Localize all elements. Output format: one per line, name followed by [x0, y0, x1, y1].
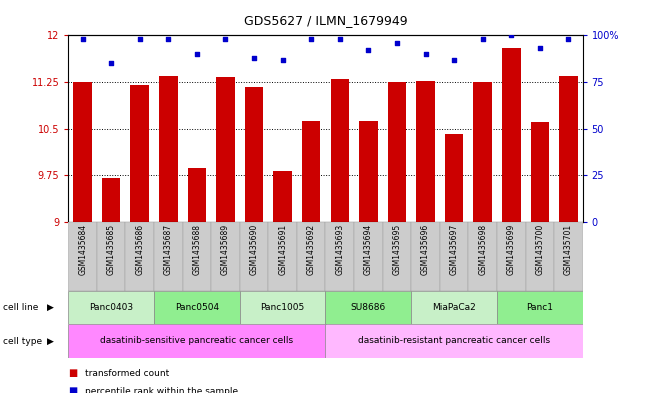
Bar: [331, 79, 349, 222]
Bar: [102, 178, 120, 222]
Text: GSM1435694: GSM1435694: [364, 224, 373, 275]
Text: GSM1435701: GSM1435701: [564, 224, 573, 275]
Point: [392, 40, 402, 46]
Bar: [245, 87, 264, 222]
Text: ▶: ▶: [47, 337, 54, 345]
Bar: [268, 222, 297, 291]
Text: GSM1435689: GSM1435689: [221, 224, 230, 275]
Text: GSM1435696: GSM1435696: [421, 224, 430, 275]
Text: cell line: cell line: [3, 303, 38, 312]
Bar: [273, 171, 292, 222]
Text: GSM1435687: GSM1435687: [164, 224, 173, 275]
Point: [135, 36, 145, 42]
Bar: [126, 222, 154, 291]
Point: [306, 36, 316, 42]
Text: GSM1435685: GSM1435685: [107, 224, 116, 275]
Point: [163, 36, 174, 42]
Bar: [326, 324, 583, 358]
Point: [363, 47, 374, 53]
Bar: [97, 222, 126, 291]
Text: GSM1435686: GSM1435686: [135, 224, 145, 275]
Bar: [326, 291, 411, 324]
Text: GDS5627 / ILMN_1679949: GDS5627 / ILMN_1679949: [243, 14, 408, 27]
Text: ■: ■: [68, 368, 77, 378]
Bar: [411, 291, 497, 324]
Bar: [154, 291, 240, 324]
Text: cell type: cell type: [3, 337, 42, 345]
Bar: [559, 76, 577, 222]
Point: [191, 51, 202, 57]
Bar: [445, 134, 464, 222]
Bar: [411, 222, 440, 291]
Bar: [216, 77, 235, 222]
Bar: [531, 123, 549, 222]
Text: GSM1435693: GSM1435693: [335, 224, 344, 275]
Point: [220, 36, 230, 42]
Bar: [240, 222, 268, 291]
Text: ■: ■: [68, 386, 77, 393]
Bar: [383, 222, 411, 291]
Bar: [130, 85, 149, 222]
Text: transformed count: transformed count: [85, 369, 169, 378]
Bar: [440, 222, 468, 291]
Bar: [74, 82, 92, 222]
Point: [534, 45, 545, 51]
Text: Panc1: Panc1: [526, 303, 553, 312]
Text: ▶: ▶: [47, 303, 54, 312]
Text: dasatinib-resistant pancreatic cancer cells: dasatinib-resistant pancreatic cancer ce…: [358, 336, 550, 345]
Text: GSM1435698: GSM1435698: [478, 224, 487, 275]
Bar: [473, 82, 492, 222]
Text: GSM1435695: GSM1435695: [393, 224, 402, 275]
Text: GSM1435692: GSM1435692: [307, 224, 316, 275]
Bar: [387, 82, 406, 222]
Bar: [359, 121, 378, 222]
Text: SU8686: SU8686: [351, 303, 386, 312]
Point: [335, 36, 345, 42]
Bar: [497, 222, 525, 291]
Text: GSM1435691: GSM1435691: [278, 224, 287, 275]
Text: GSM1435699: GSM1435699: [506, 224, 516, 275]
Text: MiaPaCa2: MiaPaCa2: [432, 303, 476, 312]
Text: percentile rank within the sample: percentile rank within the sample: [85, 387, 238, 393]
Text: Panc0403: Panc0403: [89, 303, 133, 312]
Point: [421, 51, 431, 57]
Bar: [497, 291, 583, 324]
Bar: [159, 76, 178, 222]
Bar: [354, 222, 383, 291]
Point: [106, 60, 117, 66]
Bar: [302, 121, 320, 222]
Bar: [525, 222, 554, 291]
Bar: [416, 81, 435, 222]
Bar: [211, 222, 240, 291]
Point: [277, 57, 288, 63]
Bar: [68, 324, 326, 358]
Point: [449, 57, 459, 63]
Bar: [297, 222, 326, 291]
Bar: [68, 222, 97, 291]
Bar: [554, 222, 583, 291]
Text: GSM1435688: GSM1435688: [193, 224, 201, 275]
Point: [77, 36, 88, 42]
Bar: [187, 168, 206, 222]
Bar: [326, 222, 354, 291]
Bar: [502, 48, 521, 222]
Text: Panc0504: Panc0504: [175, 303, 219, 312]
Bar: [68, 291, 154, 324]
Bar: [154, 222, 183, 291]
Point: [477, 36, 488, 42]
Text: Panc1005: Panc1005: [260, 303, 305, 312]
Text: dasatinib-sensitive pancreatic cancer cells: dasatinib-sensitive pancreatic cancer ce…: [100, 336, 294, 345]
Point: [249, 55, 259, 61]
Point: [563, 36, 574, 42]
Point: [506, 32, 516, 39]
Bar: [240, 291, 326, 324]
Text: GSM1435697: GSM1435697: [450, 224, 458, 275]
Text: GSM1435690: GSM1435690: [249, 224, 258, 275]
Text: GSM1435700: GSM1435700: [535, 224, 544, 275]
Bar: [183, 222, 211, 291]
Bar: [468, 222, 497, 291]
Text: GSM1435684: GSM1435684: [78, 224, 87, 275]
